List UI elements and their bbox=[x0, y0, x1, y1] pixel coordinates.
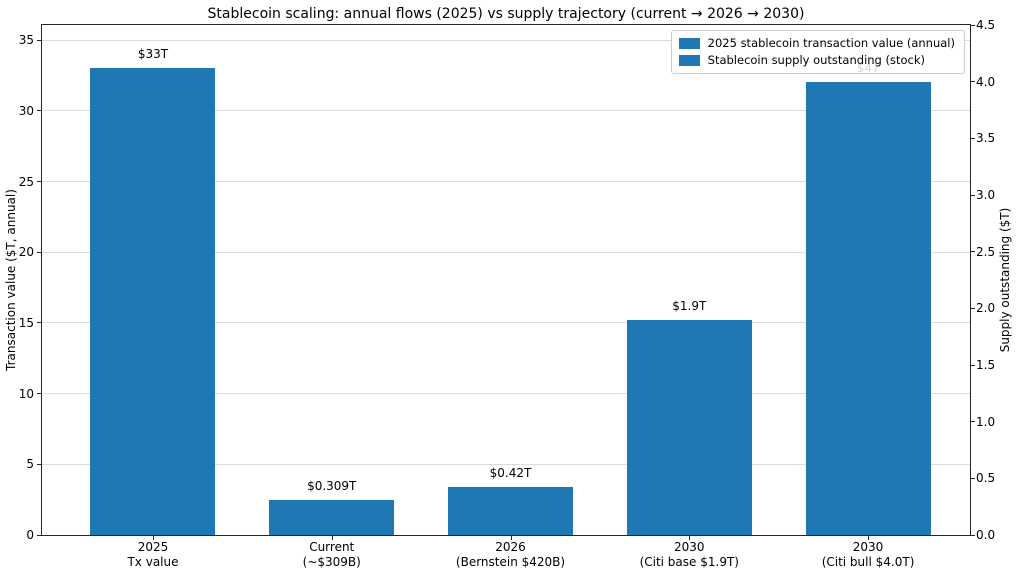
left-tick-label: 30 bbox=[18, 103, 34, 118]
right-tick bbox=[971, 24, 975, 26]
left-tick bbox=[37, 110, 41, 112]
x-tick bbox=[689, 536, 691, 540]
legend-label: Stablecoin supply outstanding (stock) bbox=[707, 53, 926, 67]
bar-value-label: $1.9T bbox=[672, 298, 707, 313]
right-tick bbox=[971, 251, 975, 253]
gridline bbox=[42, 393, 970, 395]
x-category-label: 2025 Tx value bbox=[127, 540, 178, 569]
bar-2030-4 bbox=[805, 81, 931, 535]
x-category-line: 2025 bbox=[137, 540, 169, 554]
x-category-line: (~$309B) bbox=[302, 554, 361, 569]
right-axis-title: Supply outstanding ($T) bbox=[998, 207, 1012, 353]
right-tick bbox=[971, 81, 975, 83]
x-category-line: (Citi bull $4.0T) bbox=[821, 554, 915, 569]
x-category-label: 2030 (Citi bull $4.0T) bbox=[822, 540, 915, 569]
right-tick-label: 3.5 bbox=[976, 131, 996, 146]
x-category-line: Current bbox=[309, 540, 355, 554]
gridline bbox=[42, 110, 970, 112]
bar-value-label: $0.42T bbox=[489, 466, 532, 481]
x-category-line: 2026 bbox=[495, 540, 526, 554]
bar-current-1 bbox=[269, 499, 395, 535]
right-tick bbox=[971, 477, 975, 479]
left-tick-label: 10 bbox=[18, 386, 34, 401]
right-tick bbox=[971, 364, 975, 366]
legend: 2025 stablecoin transaction value (annua… bbox=[670, 30, 965, 74]
right-tick bbox=[971, 421, 975, 423]
x-category-label: Current (~$309B) bbox=[303, 540, 361, 569]
left-spine bbox=[41, 24, 42, 536]
right-spine bbox=[970, 24, 971, 536]
top-spine bbox=[42, 24, 971, 25]
left-tick-label: 20 bbox=[18, 245, 34, 260]
bar-2030-3 bbox=[626, 319, 752, 535]
chart-title: Stablecoin scaling: annual flows (2025) … bbox=[207, 6, 805, 22]
right-tick-label: 2.0 bbox=[976, 301, 996, 316]
legend-item-transaction-value: 2025 stablecoin transaction value (annua… bbox=[678, 35, 955, 52]
x-category-line: (Citi base $1.9T) bbox=[639, 554, 739, 569]
x-category-line: 2030 bbox=[852, 540, 884, 554]
left-tick-label: 35 bbox=[18, 33, 34, 48]
gridline bbox=[42, 39, 970, 41]
left-tick-label: 25 bbox=[18, 174, 34, 189]
right-tick-label: 2.5 bbox=[976, 244, 996, 259]
right-tick bbox=[971, 194, 975, 196]
right-tick-label: 4.0 bbox=[976, 74, 996, 89]
right-tick-label: 0.0 bbox=[976, 528, 996, 542]
left-tick bbox=[37, 39, 41, 41]
right-tick bbox=[971, 534, 975, 536]
gridline bbox=[42, 251, 970, 253]
bar-2026-2 bbox=[448, 487, 573, 535]
right-tick-label: 1.5 bbox=[976, 358, 996, 372]
left-tick bbox=[37, 463, 41, 465]
left-tick bbox=[37, 322, 41, 324]
legend-label: 2025 stablecoin transaction value (annua… bbox=[707, 36, 955, 50]
left-axis-title: Transaction value ($T, annual) bbox=[4, 189, 18, 371]
right-tick-label: 1.0 bbox=[976, 414, 996, 429]
gridline bbox=[42, 322, 970, 324]
bottom-spine bbox=[42, 535, 971, 536]
x-category-label: 2026 (Bernstein $420B) bbox=[456, 540, 565, 569]
left-tick bbox=[37, 251, 41, 253]
bar-value-label: $0.309T bbox=[307, 478, 357, 493]
legend-swatch-icon bbox=[678, 38, 700, 49]
bar-value-label: $33T bbox=[137, 47, 169, 62]
left-tick-label: 0 bbox=[26, 528, 34, 542]
x-tick bbox=[510, 536, 512, 540]
legend-item-supply-outstanding: Stablecoin supply outstanding (stock) bbox=[678, 52, 955, 69]
right-tick bbox=[971, 307, 975, 309]
left-tick bbox=[37, 534, 41, 536]
x-category-line: 2030 bbox=[673, 540, 705, 554]
x-tick bbox=[868, 536, 870, 540]
right-tick-label: 3.0 bbox=[976, 188, 996, 202]
left-tick-label: 5 bbox=[26, 457, 34, 472]
x-category-line: Tx value bbox=[127, 554, 179, 569]
right-tick bbox=[971, 137, 975, 139]
x-category-line: (Bernstein $420B) bbox=[455, 554, 566, 569]
left-tick bbox=[37, 393, 41, 395]
x-tick bbox=[152, 536, 154, 540]
right-tick-label: 0.5 bbox=[976, 471, 996, 486]
gridline bbox=[42, 181, 970, 183]
x-tick bbox=[331, 536, 333, 540]
right-tick-label: 4.5 bbox=[976, 18, 996, 32]
left-tick bbox=[37, 181, 41, 183]
left-tick-label: 15 bbox=[18, 315, 34, 330]
legend-swatch-icon bbox=[678, 55, 700, 66]
gridline bbox=[42, 463, 970, 465]
bar-2025-0 bbox=[90, 68, 216, 535]
x-category-label: 2030 (Citi base $1.9T) bbox=[640, 540, 739, 569]
